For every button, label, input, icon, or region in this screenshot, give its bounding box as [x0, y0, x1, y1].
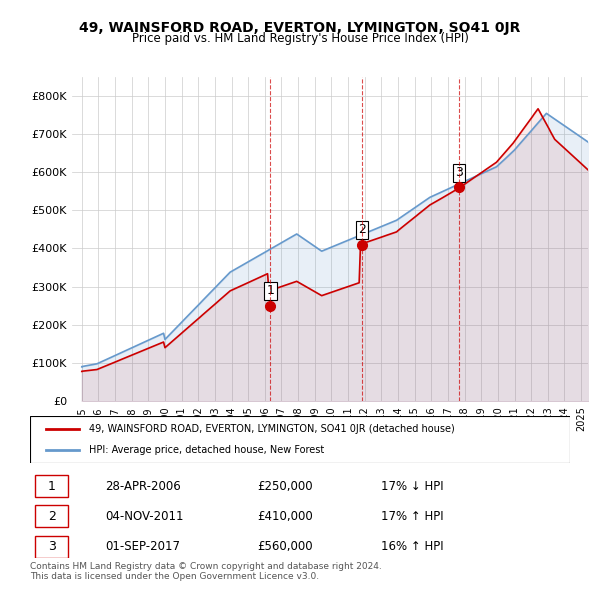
Text: Contains HM Land Registry data © Crown copyright and database right 2024.
This d: Contains HM Land Registry data © Crown c… [30, 562, 382, 581]
Text: 01-SEP-2017: 01-SEP-2017 [106, 540, 181, 553]
FancyBboxPatch shape [35, 506, 68, 527]
Text: 17% ↓ HPI: 17% ↓ HPI [381, 480, 443, 493]
Text: 2: 2 [47, 510, 56, 523]
Text: 17% ↑ HPI: 17% ↑ HPI [381, 510, 443, 523]
FancyBboxPatch shape [35, 536, 68, 558]
Text: 49, WAINSFORD ROAD, EVERTON, LYMINGTON, SO41 0JR: 49, WAINSFORD ROAD, EVERTON, LYMINGTON, … [79, 21, 521, 35]
Text: £250,000: £250,000 [257, 480, 313, 493]
Text: Price paid vs. HM Land Registry's House Price Index (HPI): Price paid vs. HM Land Registry's House … [131, 32, 469, 45]
Text: £560,000: £560,000 [257, 540, 313, 553]
Text: 1: 1 [266, 284, 274, 297]
Text: 04-NOV-2011: 04-NOV-2011 [106, 510, 184, 523]
Text: 3: 3 [47, 540, 56, 553]
Text: £410,000: £410,000 [257, 510, 313, 523]
Text: HPI: Average price, detached house, New Forest: HPI: Average price, detached house, New … [89, 445, 325, 455]
FancyBboxPatch shape [35, 476, 68, 497]
Text: 1: 1 [47, 480, 56, 493]
Text: 2: 2 [358, 223, 366, 236]
Text: 49, WAINSFORD ROAD, EVERTON, LYMINGTON, SO41 0JR (detached house): 49, WAINSFORD ROAD, EVERTON, LYMINGTON, … [89, 424, 455, 434]
FancyBboxPatch shape [30, 416, 570, 463]
Text: 3: 3 [455, 166, 463, 179]
Text: 16% ↑ HPI: 16% ↑ HPI [381, 540, 443, 553]
Text: 28-APR-2006: 28-APR-2006 [106, 480, 181, 493]
